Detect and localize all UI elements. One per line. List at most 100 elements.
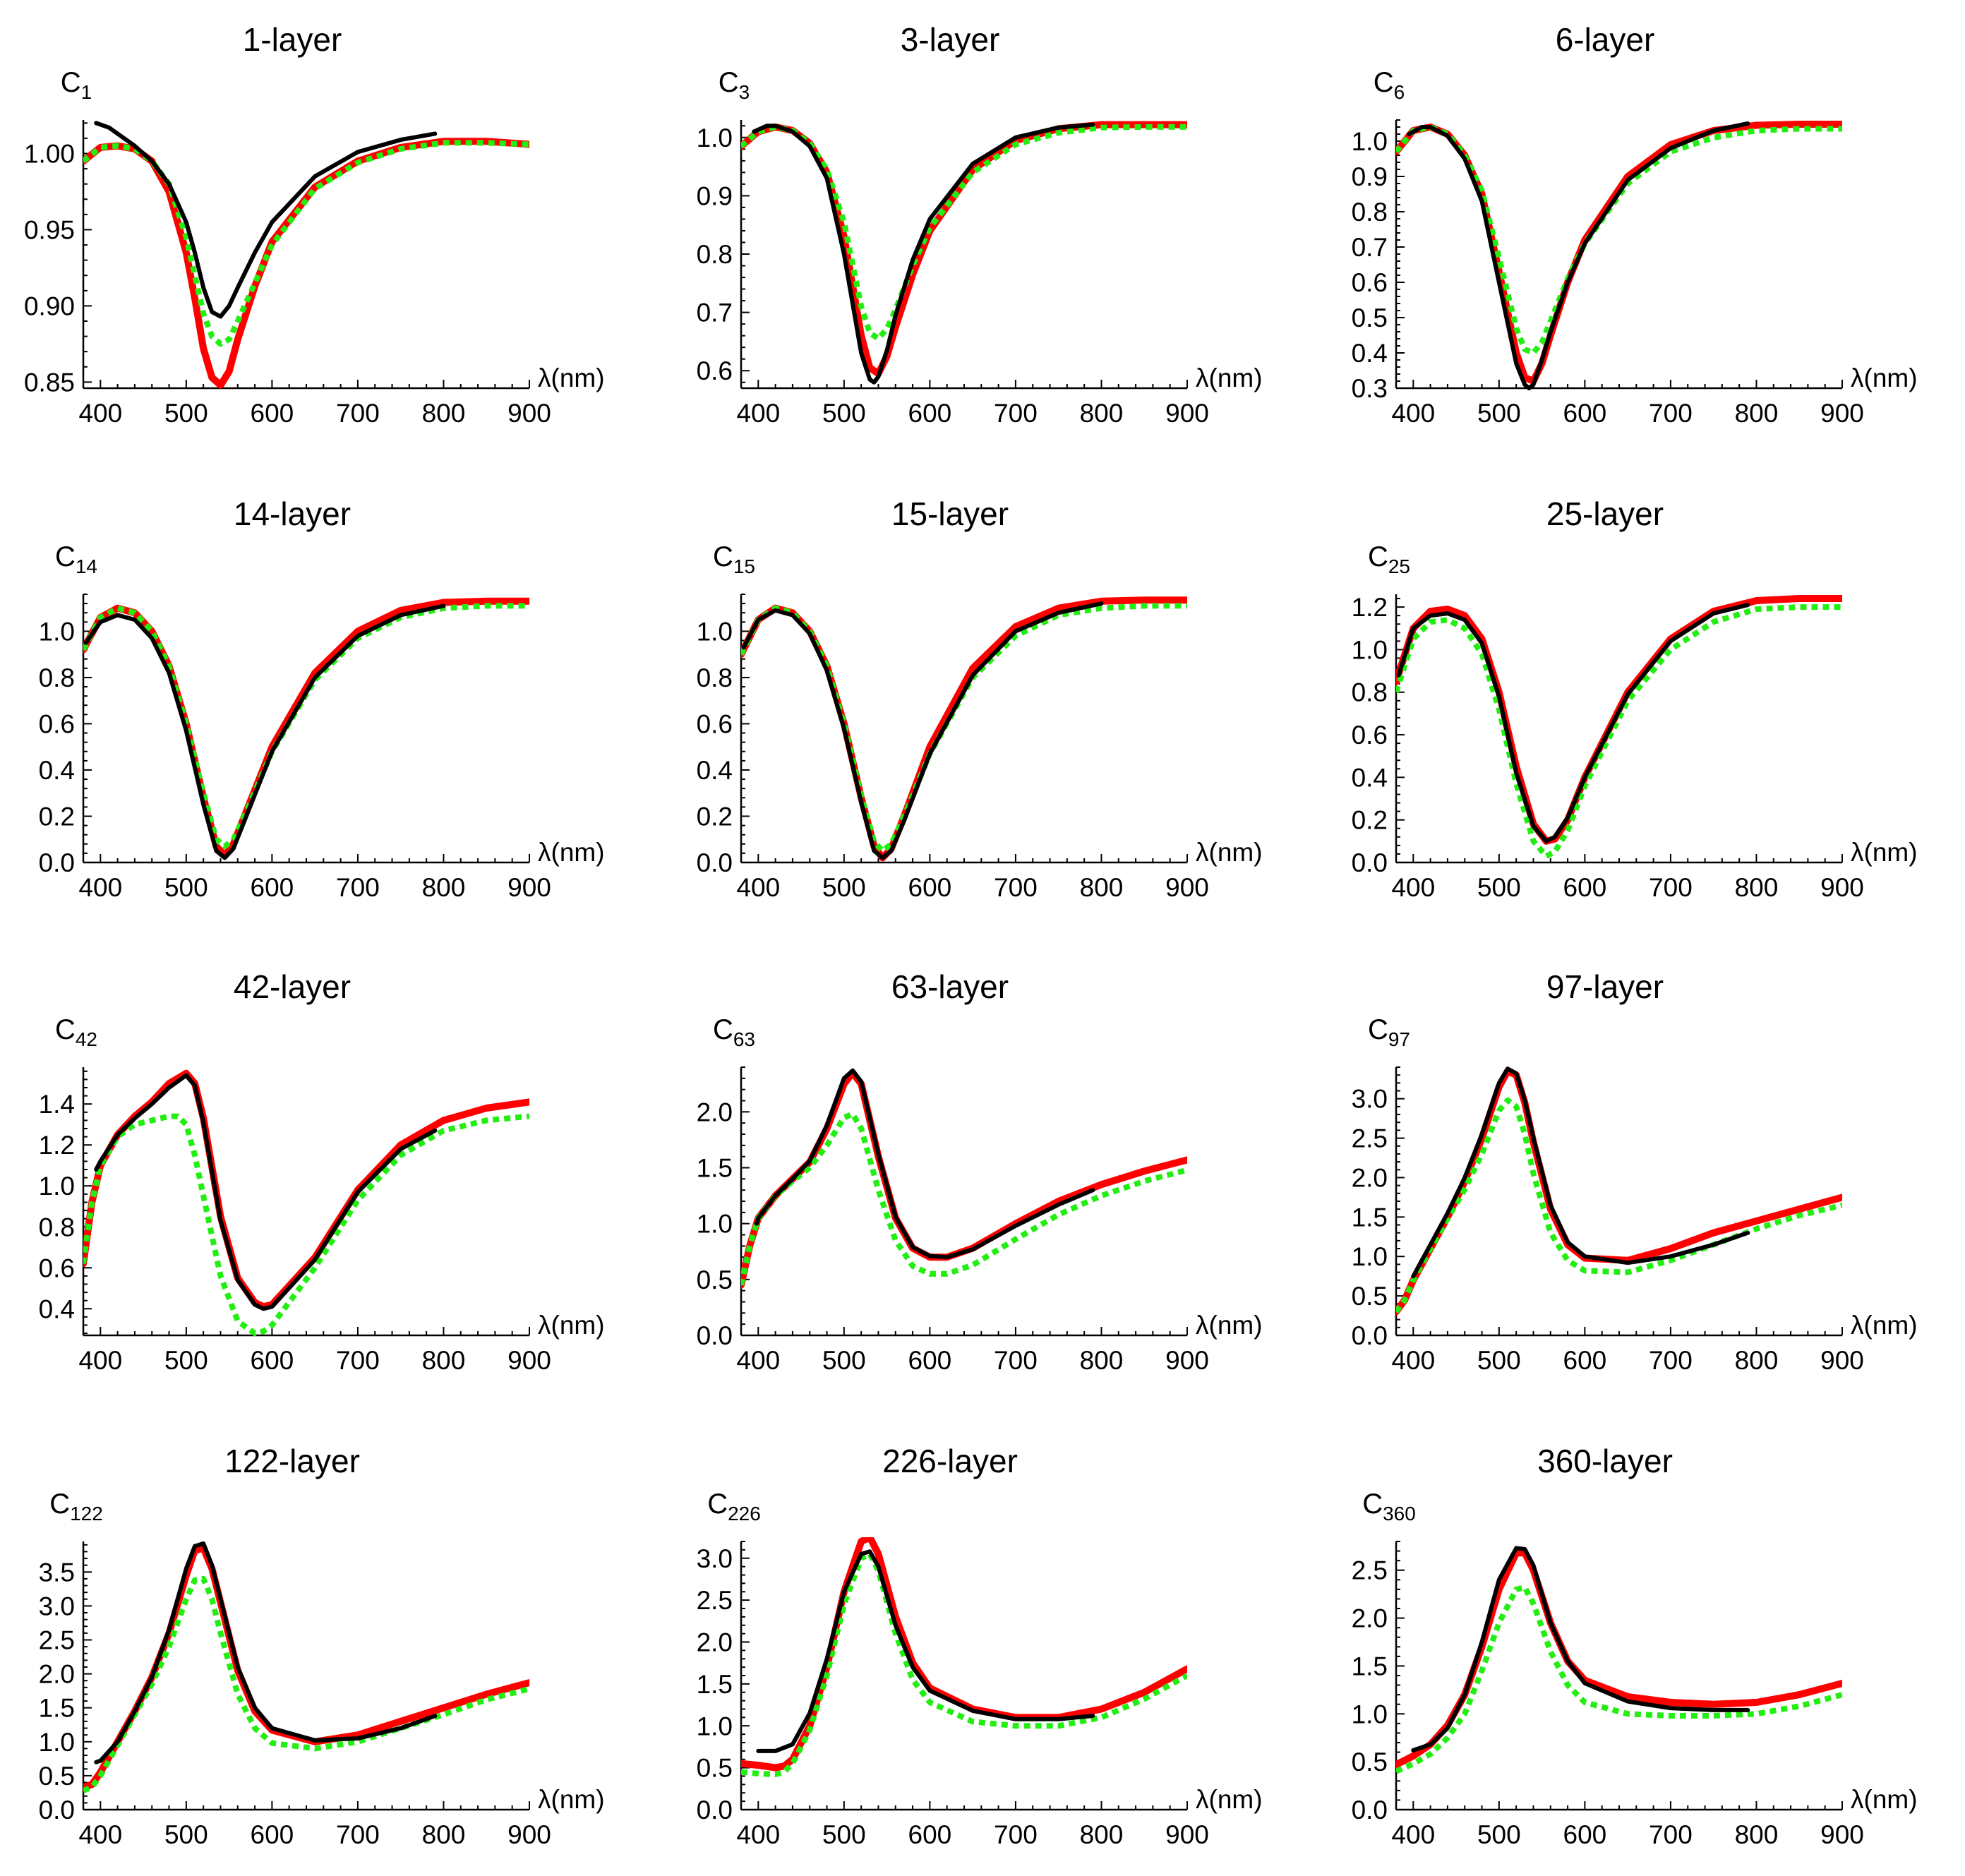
y-tick-label: 0.9	[1352, 162, 1388, 191]
y-tick-label: 2.0	[39, 1660, 75, 1689]
x-tick-label: 900	[1820, 1820, 1864, 1849]
x-tick-label: 900	[507, 399, 551, 428]
panel-title: 14-layer	[234, 495, 351, 532]
x-tick-label: 900	[1820, 873, 1864, 902]
series-group	[741, 1068, 1187, 1289]
y-tick-label: 0.4	[39, 1294, 75, 1323]
chart-panel-14-layer: 14-layer C14 400 500 600 700 800 900 0.0 0.2 0.4 0.…	[39, 495, 605, 902]
y-axis-label: C360	[1362, 1489, 1416, 1525]
y-axis-label-subscript: 6	[1394, 81, 1405, 103]
y-tick-label: 3.0	[697, 1544, 733, 1573]
y-tick-label: 2.5	[1352, 1556, 1388, 1585]
x-tick-label: 900	[1165, 1346, 1209, 1375]
y-axis-label: C25	[1368, 541, 1410, 577]
series-line-green	[741, 1111, 1187, 1286]
y-tick-label: 1.0	[39, 1728, 75, 1757]
panel-title: 360-layer	[1537, 1443, 1673, 1479]
x-tick-label: 500	[164, 399, 208, 428]
panel-title: 15-layer	[891, 495, 1009, 532]
x-tick-label: 500	[1477, 873, 1521, 902]
x-tick-label: 700	[1649, 1346, 1693, 1375]
y-tick-label: 0.90	[24, 291, 75, 320]
y-tick-label: 0.0	[39, 848, 75, 877]
panel-title: 226-layer	[882, 1443, 1018, 1479]
x-tick-label: 800	[1080, 1820, 1124, 1849]
y-axis-label-subscript: 122	[70, 1503, 103, 1525]
y-tick-label: 0.95	[24, 215, 75, 244]
y-tick-label: 0.8	[697, 663, 733, 692]
series-group	[741, 1537, 1187, 1778]
y-tick-label: 1.0	[39, 1172, 75, 1201]
x-tick-label: 400	[78, 1820, 122, 1849]
chart-panel-42-layer: 42-layer C42 400 500 600 700 800 900 0.4 0.6 0.8 1.…	[39, 968, 605, 1375]
series-line-green	[741, 124, 1187, 342]
y-tick-label: 0.7	[697, 299, 733, 327]
series-line-green	[83, 140, 529, 347]
series-group	[83, 1541, 529, 1793]
y-axis-label-subscript: 226	[728, 1503, 761, 1525]
series-line-red	[83, 1544, 529, 1791]
series-group	[1396, 595, 1842, 859]
series-line-green	[1396, 1097, 1842, 1313]
x-tick-label: 900	[507, 1346, 551, 1375]
series-line-red	[83, 138, 529, 389]
y-tick-label: 0.8	[1352, 678, 1388, 707]
x-tick-label: 400	[736, 399, 780, 428]
x-tick-label: 700	[994, 399, 1038, 428]
x-tick-label: 500	[1477, 399, 1521, 428]
y-tick-label: 1.0	[1352, 127, 1388, 156]
x-tick-label: 800	[1080, 873, 1124, 902]
x-axis-label: λ(nm)	[1196, 1785, 1263, 1814]
x-tick-label: 600	[908, 1346, 952, 1375]
y-tick-label: 0.0	[697, 1321, 733, 1350]
y-axis-label: C15	[713, 541, 755, 577]
y-tick-label: 2.0	[1352, 1163, 1388, 1192]
series-line-black	[83, 603, 446, 860]
y-tick-label: 0.6	[1352, 721, 1388, 750]
y-tick-label: 0.8	[1352, 198, 1388, 227]
y-tick-label: 0.0	[697, 1796, 733, 1824]
x-tick-label: 500	[164, 1346, 208, 1375]
y-axis-label: C122	[49, 1489, 103, 1525]
y-tick-label: 0.2	[1352, 806, 1388, 835]
y-tick-label: 0.4	[697, 756, 733, 785]
y-tick-label: 0.0	[1352, 1796, 1388, 1824]
y-axis-label: C6	[1374, 67, 1405, 103]
y-axis-label-subscript: 14	[76, 555, 97, 577]
y-tick-label: 0.7	[1352, 233, 1388, 262]
panel-title: 122-layer	[224, 1443, 360, 1479]
x-tick-label: 600	[1563, 399, 1607, 428]
chart-panel-15-layer: 15-layer C15 400 500 600 700 800 900 0.0 0.2 0.4 0.…	[697, 495, 1263, 902]
x-tick-label: 600	[1563, 1346, 1607, 1375]
x-tick-label: 700	[1649, 1820, 1693, 1849]
series-group	[1396, 1546, 1842, 1774]
x-tick-label: 400	[736, 1346, 780, 1375]
y-tick-label: 0.4	[1352, 339, 1388, 368]
y-tick-label: 3.5	[39, 1558, 75, 1587]
series-line-black	[756, 1549, 1095, 1753]
panel-title: 97-layer	[1546, 968, 1664, 1005]
y-tick-label: 1.0	[697, 124, 733, 152]
series-line-red	[741, 1537, 1187, 1772]
x-axis-label: λ(nm)	[1851, 1785, 1918, 1814]
y-axis-label-subscript: 42	[76, 1028, 97, 1050]
y-axis-label: C3	[719, 67, 750, 103]
x-tick-label: 700	[336, 1820, 380, 1849]
x-tick-label: 400	[736, 1820, 780, 1849]
y-axis-label-subscript: 360	[1383, 1503, 1416, 1525]
y-tick-label: 1.00	[24, 140, 75, 169]
x-tick-label: 700	[336, 399, 380, 428]
series-line-red	[741, 596, 1187, 862]
series-line-black	[741, 601, 1104, 860]
chart-panel-63-layer: 63-layer C63 400 500 600 700 800 900 0.0 0.5 1.0 1.…	[697, 968, 1263, 1375]
x-tick-label: 500	[164, 1820, 208, 1849]
series-line-green	[1396, 604, 1842, 859]
x-tick-label: 600	[251, 1820, 294, 1849]
y-tick-label: 1.5	[1352, 1203, 1388, 1232]
chart-panel-97-layer: 97-layer C97 400 500 600 700 800 900 0.0 0.5 1.0 1.…	[1352, 968, 1918, 1375]
y-tick-label: 0.8	[39, 663, 75, 692]
y-tick-label: 2.0	[1352, 1604, 1388, 1633]
panel-title: 3-layer	[901, 21, 1000, 58]
series-group	[1396, 121, 1842, 390]
series-group	[741, 596, 1187, 862]
